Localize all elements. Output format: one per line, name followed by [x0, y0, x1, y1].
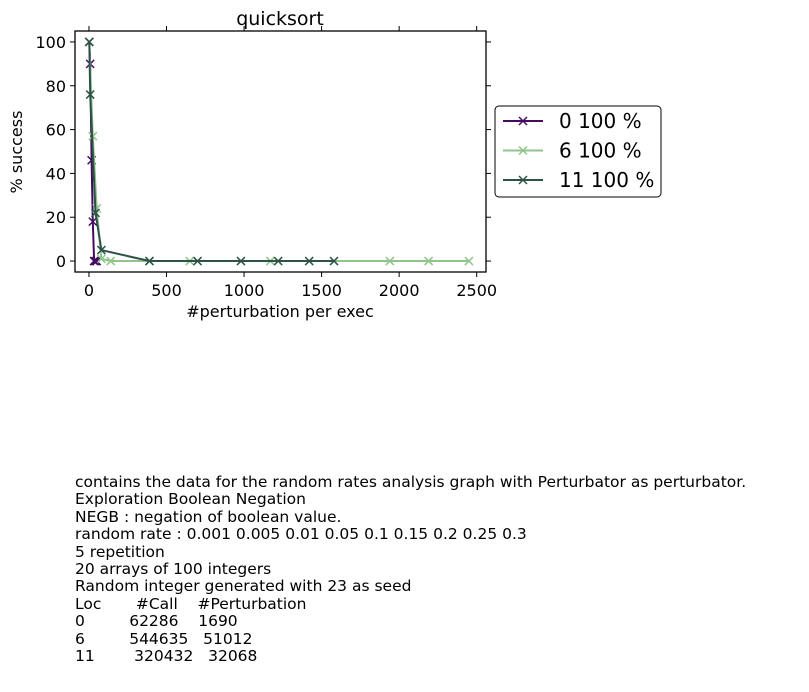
y-axis-label: % success	[7, 111, 26, 194]
axis-ticks: 0 500 1000 1500 2000 2500 0 20 40 60 80 100	[35, 26, 497, 300]
data-point	[85, 90, 95, 100]
notes-line: 0 62286 1690	[75, 612, 238, 631]
notes-line: Random integer generated with 23 as seed	[75, 577, 412, 596]
data-point	[273, 256, 283, 266]
data-point	[304, 256, 314, 266]
x-tick-label: 1500	[301, 281, 342, 300]
x-tick-label: 2000	[379, 281, 420, 300]
legend-marker	[518, 175, 528, 185]
data-point	[84, 37, 94, 47]
chart: quicksort 0 500 1000 1500 2000 2500 0 20 40 60 80 1…	[7, 8, 662, 321]
notes-line: 11 320432 32068	[75, 647, 258, 666]
data-point	[329, 256, 339, 266]
data-point	[92, 256, 102, 266]
x-tick-label: 2500	[456, 281, 497, 300]
plot-area: 0 500 1000 1500 2000 2500 0 20 40 60 80 100	[35, 26, 497, 300]
y-tick-label: 80	[46, 77, 66, 96]
y-tick-label: 20	[46, 208, 66, 227]
data-point	[106, 256, 116, 266]
plot-frame	[74, 30, 487, 273]
data-point	[90, 256, 101, 266]
notes-line: 20 arrays of 100 integers	[75, 560, 272, 579]
data-point	[192, 256, 203, 266]
data-point	[96, 245, 106, 255]
data-point	[144, 256, 154, 266]
notes-line: random rate : 0.001 0.005 0.01 0.05 0.1 …	[75, 525, 527, 544]
y-tick-label: 0	[56, 252, 66, 271]
x-axis-label: #perturbation per exec	[186, 302, 374, 321]
data-point	[96, 254, 106, 264]
data-point	[385, 256, 395, 266]
legend-label: 6 100 %	[559, 139, 642, 163]
series-2	[84, 37, 339, 266]
series-layer	[84, 37, 474, 266]
data-point	[89, 256, 99, 266]
y-tick-label: 100	[35, 33, 66, 52]
notes-block: contains the data for the random rates a…	[75, 473, 747, 666]
legend-frame	[494, 105, 662, 198]
legend-label: 11 100 %	[559, 168, 654, 192]
notes-line: Loc #Call #Perturbation	[75, 594, 307, 613]
notes-line: NEGB : negation of boolean value.	[75, 507, 342, 526]
legend-label: 0 100 %	[559, 109, 642, 133]
data-point	[424, 256, 434, 266]
notes-line: 5 repetition	[75, 542, 165, 561]
y-tick-label: 40	[46, 164, 66, 183]
y-tick-label: 60	[46, 121, 66, 140]
legend-marker	[518, 145, 528, 156]
data-point	[236, 256, 246, 266]
data-point	[464, 256, 474, 266]
x-tick-label: 500	[151, 281, 182, 300]
series-line	[88, 41, 334, 262]
notes-line: 6 544635 51012	[75, 629, 253, 648]
notes-line: Exploration Boolean Negation	[75, 490, 306, 509]
series-line	[88, 41, 469, 262]
x-tick-label: 0	[84, 281, 94, 300]
x-tick-label: 1000	[224, 281, 265, 300]
data-point	[90, 208, 101, 218]
chart-title: quicksort	[236, 8, 324, 30]
legend: 0 100 % 6 100 % 11 100 %	[494, 105, 662, 198]
series-1	[84, 37, 474, 266]
legend-marker	[518, 116, 528, 126]
notes-line: contains the data for the random rates a…	[75, 473, 747, 491]
